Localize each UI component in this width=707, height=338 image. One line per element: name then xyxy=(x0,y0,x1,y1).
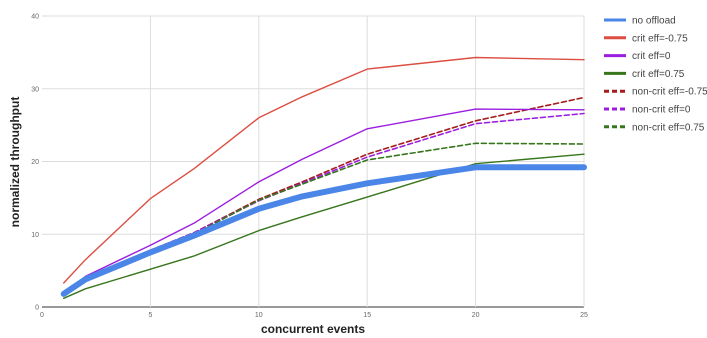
x-tick-label: 5 xyxy=(148,312,152,319)
series-line-3 xyxy=(63,153,585,299)
y-tick-label: 10 xyxy=(31,232,39,239)
legend-label-6: non-crit eff=0.75 xyxy=(632,122,705,133)
x-tick-label: 25 xyxy=(580,312,588,319)
x-tick-label: 0 xyxy=(40,312,44,319)
legend-label-1: crit eff=-0.75 xyxy=(632,33,688,44)
x-tick-label: 15 xyxy=(363,312,371,319)
series-line-1 xyxy=(63,56,585,284)
legend-label-4: non-crit eff=-0.75 xyxy=(632,87,707,98)
legend: no offload crit eff=-0.75 crit eff=0 crit e… xyxy=(604,16,707,133)
y-tick-label: 40 xyxy=(31,14,39,21)
legend-label-5: non-crit eff=0 xyxy=(632,105,691,116)
y-tick-label: 20 xyxy=(31,159,39,166)
y-axis-title: normalized throughput xyxy=(8,97,22,228)
legend-label-3: crit eff=0.75 xyxy=(632,69,685,80)
x-tick-label: 20 xyxy=(472,312,480,319)
x-axis-title: concurrent events xyxy=(261,322,365,336)
x-tick-label: 10 xyxy=(255,312,263,319)
series-line-0 xyxy=(60,164,587,297)
series-line-4 xyxy=(62,96,585,295)
grid xyxy=(42,15,585,308)
series-layer xyxy=(60,56,587,299)
y-tick-label: 30 xyxy=(31,86,39,93)
series-line-2 xyxy=(63,108,585,295)
tick-labels: 0 10 20 30 40 0 5 10 15 20 25 xyxy=(31,14,588,320)
legend-label-0: no offload xyxy=(632,16,676,27)
series-line-5 xyxy=(62,112,585,295)
y-tick-label: 0 xyxy=(35,305,39,312)
legend-label-2: crit eff=0 xyxy=(632,51,671,62)
